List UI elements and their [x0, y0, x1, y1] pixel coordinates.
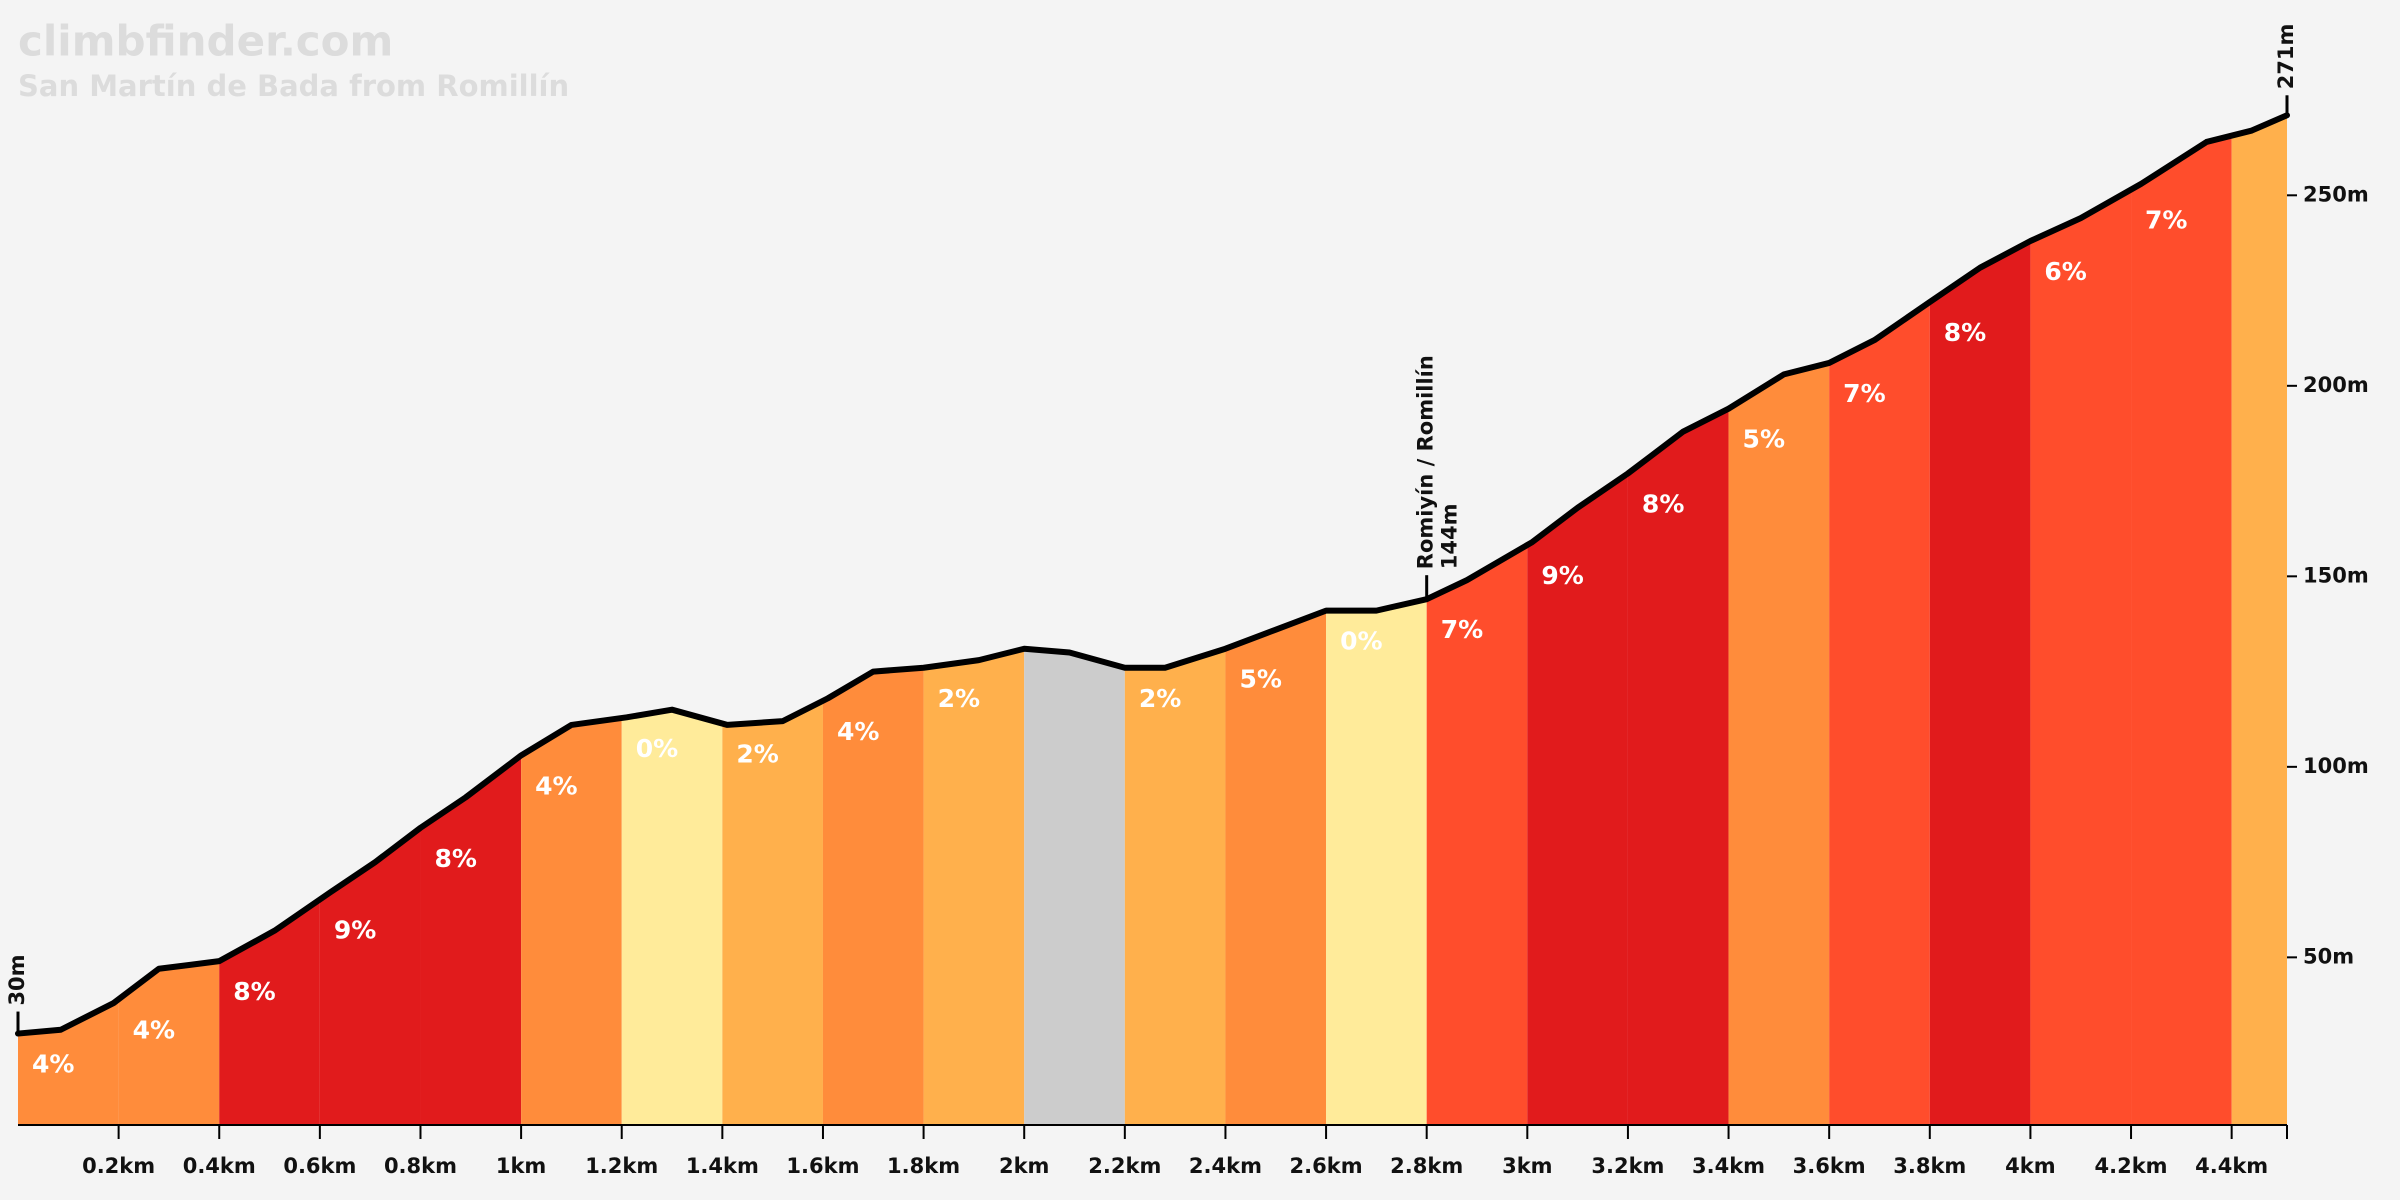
grade-segment: [2131, 115, 2232, 1125]
x-tick-label: 3.8km: [1893, 1154, 1966, 1178]
grade-segment: [621, 115, 723, 1125]
grade-segment: [2231, 115, 2287, 1125]
x-tick-label: 3.2km: [1591, 1154, 1664, 1178]
x-tick-label: 0.8km: [384, 1154, 457, 1178]
grade-label: 2%: [1139, 684, 1181, 713]
x-tick-label: 4km: [2005, 1154, 2055, 1178]
grade-segment: [1829, 115, 1930, 1125]
x-tick-label: 2km: [999, 1154, 1049, 1178]
grade-label: 4%: [535, 771, 577, 800]
grade-segment: [2030, 115, 2132, 1125]
grade-label: 0%: [636, 734, 678, 763]
x-tick-label: 3.4km: [1692, 1154, 1765, 1178]
x-tick-label: 2.4km: [1189, 1154, 1262, 1178]
y-tick-label: 50m: [2303, 944, 2354, 968]
grade-segment: [1124, 115, 1226, 1125]
x-tick-label: 0.4km: [183, 1154, 256, 1178]
y-tick-label: 150m: [2303, 563, 2369, 587]
grade-label: 8%: [1944, 318, 1986, 347]
x-tick-label: 1.6km: [786, 1154, 859, 1178]
x-tick-label: 3.6km: [1793, 1154, 1866, 1178]
start-label: 30m: [5, 954, 29, 1005]
x-tick-label: 0.2km: [82, 1154, 155, 1178]
grade-segment: [420, 115, 522, 1125]
grade-label: 2%: [938, 684, 980, 713]
x-tick-label: 4.2km: [2095, 1154, 2168, 1178]
grade-label: 7%: [1843, 379, 1885, 408]
grade-segment: [923, 115, 1025, 1125]
chart-title: climbfinder.com: [18, 17, 393, 66]
chart-subtitle: San Martín de Bada from Romillín: [18, 69, 569, 103]
grade-segment: [722, 115, 823, 1125]
x-tick-label: 0.6km: [283, 1154, 356, 1178]
grade-label: 5%: [1743, 425, 1785, 454]
annotation-name: Romiyín / Romillín: [1414, 355, 1438, 569]
end-label: 271m: [2274, 24, 2298, 90]
grade-segment: [18, 115, 119, 1125]
grade-segment: [319, 115, 421, 1125]
grade-segment: [1627, 115, 1729, 1125]
x-tick-label: 1.8km: [887, 1154, 960, 1178]
grade-segment: [1225, 115, 1327, 1125]
y-tick-label: 100m: [2303, 754, 2369, 778]
grade-label: 0%: [1340, 627, 1382, 656]
y-tick-label: 200m: [2303, 373, 2369, 397]
grade-label: 2%: [736, 740, 778, 769]
x-tick-label: 2.2km: [1088, 1154, 1161, 1178]
x-tick-label: 4.4km: [2195, 1154, 2268, 1178]
grade-label: 4%: [32, 1050, 74, 1079]
grade-segment: [1024, 115, 1125, 1125]
grade-label: 5%: [1239, 665, 1281, 694]
x-tick-label: 3km: [1502, 1154, 1552, 1178]
grade-segment: [1929, 115, 2031, 1125]
x-tick-label: 1.2km: [585, 1154, 658, 1178]
grade-label: 8%: [434, 844, 476, 873]
grade-label: 9%: [334, 916, 376, 945]
annotation-label: 144m: [1438, 503, 1462, 569]
grade-label: 6%: [2044, 257, 2086, 286]
y-tick-label: 250m: [2303, 182, 2369, 206]
grade-segment: [1326, 115, 1427, 1125]
grade-label: 9%: [1541, 561, 1583, 590]
grade-label: 4%: [133, 1015, 175, 1044]
grade-segment: [822, 115, 924, 1125]
profile-line: [15, 112, 2290, 1037]
grade-label: 8%: [233, 977, 275, 1006]
x-tick-label: 2.8km: [1390, 1154, 1463, 1178]
x-tick-label: 2.6km: [1290, 1154, 1363, 1178]
grade-segment: [219, 115, 320, 1125]
grade-segment: [1728, 115, 1830, 1125]
x-tick-label: 1km: [496, 1154, 546, 1178]
grade-label: 7%: [1441, 615, 1483, 644]
grade-segment: [521, 115, 622, 1125]
grade-label: 4%: [837, 717, 879, 746]
grade-label: 8%: [1642, 489, 1684, 518]
grade-label: 7%: [2145, 206, 2187, 235]
x-tick-label: 1.4km: [686, 1154, 759, 1178]
grade-segment: [1426, 115, 1528, 1125]
segments: [18, 115, 2287, 1125]
